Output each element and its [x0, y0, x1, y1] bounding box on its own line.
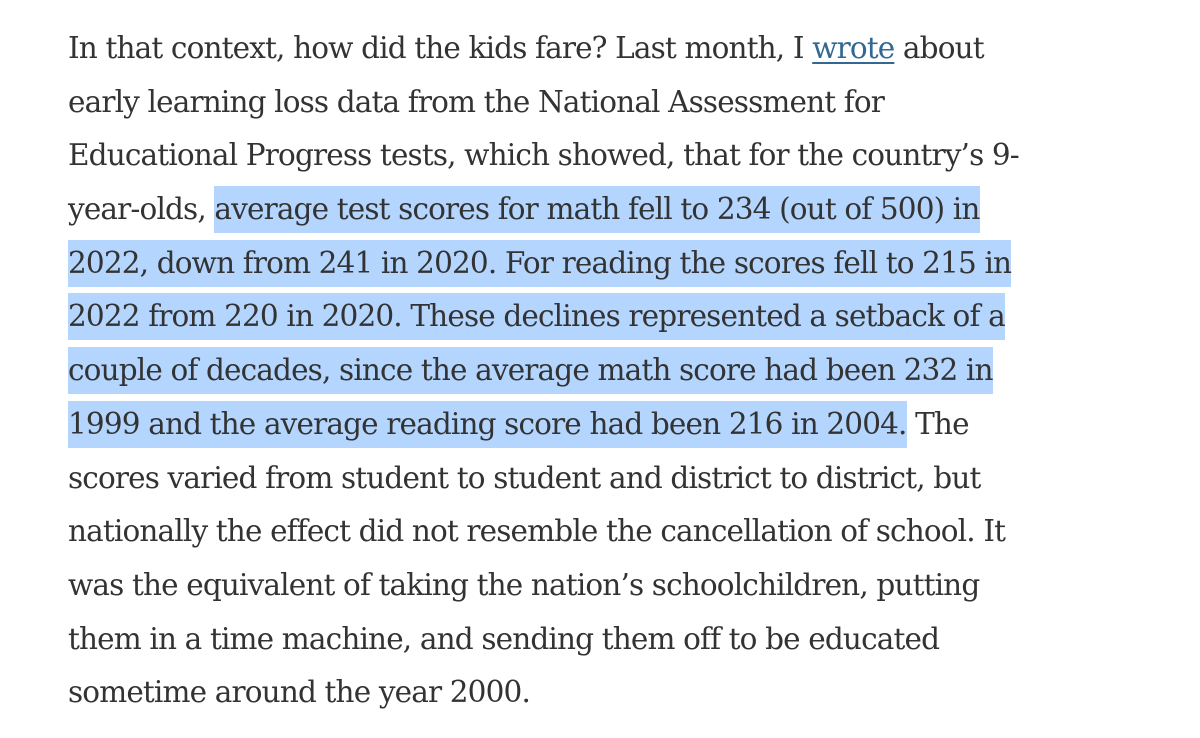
line-text: The — [906, 406, 969, 441]
paragraph-line: Educational Progress tests, which showed… — [68, 138, 1020, 173]
article-body: In that context, how did the kids fare? … — [68, 22, 1178, 720]
selected-text[interactable]: couple of decades, since the average mat… — [68, 347, 994, 395]
line-text: In that context, how did the kids fare? … — [68, 31, 813, 65]
paragraph-line: early learning loss data from the Nation… — [68, 84, 885, 119]
selected-text[interactable]: 2022 from 220 in 2020. These declines re… — [68, 293, 1006, 341]
paragraph-line: 2022, down from 241 in 2020. For reading… — [68, 237, 1178, 291]
paragraph-line: nationally the effect did not resemble t… — [68, 514, 1006, 549]
paragraph-line: year-olds, average test scores for math … — [68, 183, 1178, 237]
paragraph-line: couple of decades, since the average mat… — [68, 344, 1178, 398]
selected-text[interactable]: average test scores for math fell to 234… — [214, 186, 980, 234]
article-paragraph: In that context, how did the kids fare? … — [68, 22, 1178, 720]
paragraph-line: 2022 from 220 in 2020. These declines re… — [68, 290, 1178, 344]
paragraph-line: scores varied from student to student an… — [68, 460, 981, 495]
line-text: year-olds, — [68, 192, 215, 227]
wrote-link[interactable]: wrote — [812, 31, 895, 65]
selected-text[interactable]: 2022, down from 241 in 2020. For reading… — [68, 239, 1012, 287]
paragraph-line: 1999 and the average reading score had b… — [68, 398, 1178, 452]
paragraph-line: In that context, how did the kids fare? … — [68, 22, 1178, 76]
paragraph-line: them in a time machine, and sending them… — [68, 621, 940, 656]
paragraph-line: was the equivalent of taking the nation’… — [68, 567, 980, 602]
paragraph-line: sometime around the year 2000. — [68, 675, 531, 710]
line-text: about — [894, 31, 985, 65]
selected-text[interactable]: 1999 and the average reading score had b… — [68, 400, 907, 448]
